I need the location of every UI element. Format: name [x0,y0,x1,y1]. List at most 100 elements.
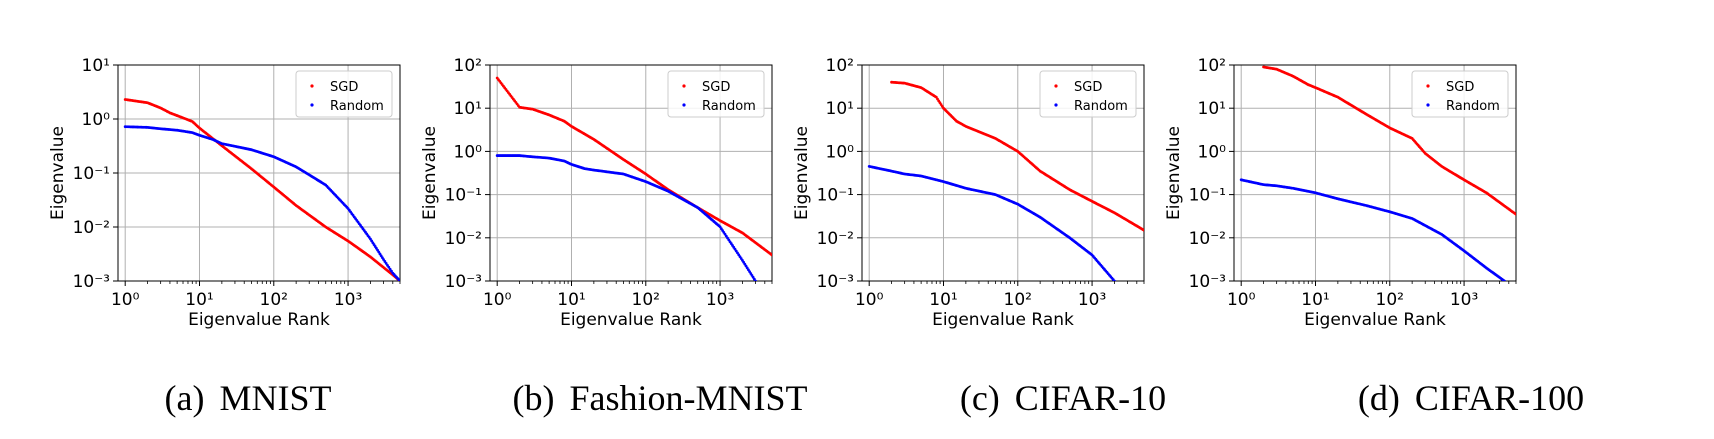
y-tick-label: 10⁰ [826,142,855,162]
y-axis-label: Eigenvalue [420,126,440,220]
x-tick-label: 10³ [706,290,734,310]
legend-label: Random [1446,99,1500,114]
plot-frame [489,64,773,282]
caption-letter: (c) [960,378,1000,418]
chart-panel-1: 10⁰ 10¹ 10² 10³10⁻³10⁻²10⁻¹10⁰10¹Eigenvalue… [48,56,401,330]
legend: SGD Random [667,70,765,118]
x-tick-label: 10⁰ [1227,290,1256,310]
caption-d: (d) CIFAR-100 [1358,378,1584,418]
data-layer [495,76,772,281]
legend-box [1411,70,1509,118]
legend-marker [682,103,686,107]
legend: SGD Random [1411,70,1509,118]
data-layer [123,98,400,281]
panels: 10⁰ 10¹ 10² 10³10⁻³10⁻²10⁻¹10⁰10¹Eigenvalue… [48,56,1517,330]
series-sgd [1262,65,1516,216]
caption-b: (b) Fashion-MNIST [513,378,808,418]
legend-box [295,70,393,118]
legend-label: SGD [1446,80,1474,95]
y-tick-label: 10⁰ [454,142,483,162]
y-axis-label: Eigenvalue [48,126,68,220]
legend-marker [1054,84,1058,88]
caption-letter: (b) [513,378,555,418]
legend-box [1039,70,1137,118]
y-tick-label: 10¹ [82,56,110,76]
x-tick-label: 10² [1004,290,1032,310]
caption-name: MNIST [219,378,331,418]
chart-panel-3: 10⁰ 10¹ 10² 10³10⁻³10⁻²10⁻¹10⁰10¹10²Eigenva… [792,56,1145,330]
y-tick-label: 10² [1198,56,1226,76]
caption-name: Fashion-MNIST [569,378,807,418]
data-point [754,279,757,281]
y-tick-label: 10⁰ [82,110,111,130]
data-point [1514,212,1516,216]
plot-frame [861,64,1145,282]
y-tick-label: 10⁻¹ [817,186,854,206]
caption-name: CIFAR-10 [1015,378,1166,418]
x-tick-label: 10¹ [185,290,213,310]
series-random [867,164,1116,281]
y-tick-label: 10⁰ [1198,142,1227,162]
caption-letter: (a) [165,378,205,418]
y-tick-label: 10¹ [1198,99,1226,119]
legend-marker [1426,103,1430,107]
caption-name: CIFAR-100 [1415,378,1584,418]
x-tick-label: 10³ [1450,290,1478,310]
y-tick-label: 10⁻² [1189,229,1226,249]
data-point [770,253,772,257]
x-tick-label: 10¹ [557,290,585,310]
x-tick-label: 10¹ [1301,290,1329,310]
y-tick-label: 10⁻¹ [445,186,482,206]
legend-marker [310,84,314,88]
y-axis-label: Eigenvalue [792,126,812,220]
y-tick-label: 10⁻² [445,229,482,249]
series-random [1239,178,1506,281]
y-tick-label: 10⁻³ [445,272,482,292]
legend-label: SGD [1074,80,1102,95]
caption-letter: (d) [1358,378,1400,418]
x-tick-label: 10² [1376,290,1404,310]
legend-label: SGD [330,80,358,95]
chart-panel-2: 10⁰ 10¹ 10² 10³10⁻³10⁻²10⁻¹10⁰10¹10²Eigenva… [420,56,773,330]
y-tick-label: 10⁻² [73,218,110,238]
series-random [495,154,757,281]
y-tick-label: 10⁻¹ [73,164,110,184]
captions: (a) MNIST (b) Fashion-MNIST (c) CIFAR-10… [165,378,1585,418]
legend-label: SGD [702,80,730,95]
y-tick-label: 10⁻¹ [1189,186,1226,206]
legend-marker [1426,84,1430,88]
series-sgd [890,80,1144,232]
data-point [398,279,400,281]
y-tick-label: 10² [826,56,854,76]
legend: SGD Random [295,70,393,118]
x-axis-label: Eigenvalue Rank [188,310,330,330]
legend-box [667,70,765,118]
x-axis-label: Eigenvalue Rank [932,310,1074,330]
y-axis-label: Eigenvalue [1164,126,1184,220]
x-tick-label: 10⁰ [483,290,512,310]
data-layer [1239,65,1516,281]
caption-a: (a) MNIST [165,378,332,418]
x-tick-label: 10³ [334,290,362,310]
x-tick-label: 10² [260,290,288,310]
chart-panel-4: 10⁰ 10¹ 10² 10³10⁻³10⁻²10⁻¹10⁰10¹10²Eigenva… [1164,56,1517,330]
x-tick-label: 10¹ [929,290,957,310]
y-tick-label: 10² [454,56,482,76]
x-tick-label: 10⁰ [855,290,884,310]
plot-frame [1233,64,1517,282]
data-point [1503,279,1506,281]
legend-label: Random [1074,99,1128,114]
legend-label: Random [330,99,384,114]
y-tick-label: 10⁻³ [817,272,854,292]
legend-marker [1054,103,1058,107]
plot-frame [117,64,401,282]
data-layer [867,80,1144,281]
legend-label: Random [702,99,756,114]
y-tick-label: 10¹ [826,99,854,119]
x-tick-label: 10⁰ [111,290,140,310]
data-point [1113,279,1116,281]
x-tick-label: 10² [632,290,660,310]
series-sgd [123,98,400,281]
legend: SGD Random [1039,70,1137,118]
